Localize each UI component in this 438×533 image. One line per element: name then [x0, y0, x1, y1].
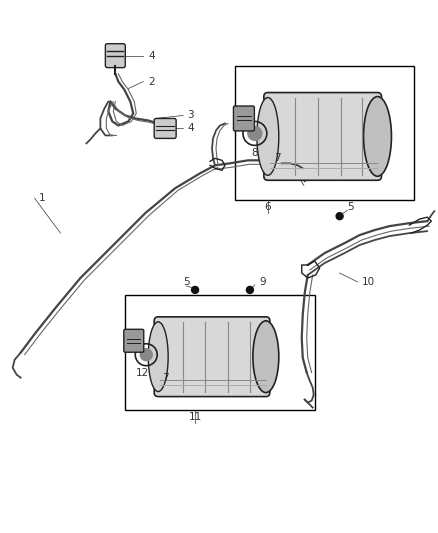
- Circle shape: [336, 213, 343, 220]
- Text: 6: 6: [265, 202, 271, 212]
- FancyBboxPatch shape: [233, 106, 254, 131]
- Text: 10: 10: [361, 277, 374, 287]
- Text: 1: 1: [39, 193, 45, 203]
- Text: 7: 7: [162, 373, 169, 383]
- FancyBboxPatch shape: [154, 118, 176, 139]
- Circle shape: [191, 286, 198, 293]
- Ellipse shape: [253, 321, 279, 393]
- Text: 4: 4: [148, 51, 155, 61]
- Text: 4: 4: [187, 124, 194, 133]
- Text: 9: 9: [260, 277, 266, 287]
- FancyBboxPatch shape: [124, 329, 144, 352]
- Text: 5: 5: [183, 277, 189, 287]
- Circle shape: [248, 126, 262, 140]
- Text: 11: 11: [188, 411, 202, 422]
- Ellipse shape: [364, 96, 392, 176]
- FancyBboxPatch shape: [264, 93, 381, 180]
- Circle shape: [140, 349, 152, 361]
- Text: 2: 2: [148, 77, 155, 86]
- Text: 8: 8: [251, 148, 258, 158]
- Circle shape: [247, 286, 254, 293]
- Bar: [235, 66, 414, 200]
- Text: 7: 7: [275, 154, 281, 163]
- Text: 12: 12: [136, 368, 149, 378]
- FancyBboxPatch shape: [154, 317, 270, 397]
- FancyBboxPatch shape: [106, 44, 125, 68]
- Text: 5: 5: [348, 202, 354, 212]
- Bar: [125, 295, 314, 409]
- Ellipse shape: [148, 322, 168, 392]
- Text: 3: 3: [187, 110, 194, 120]
- Ellipse shape: [257, 98, 279, 175]
